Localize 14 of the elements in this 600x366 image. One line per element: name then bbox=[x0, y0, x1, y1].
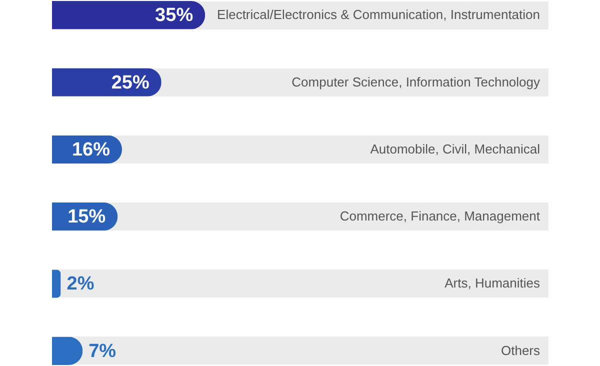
y-tick-label: Computer Science, Information Technology bbox=[292, 74, 540, 90]
data-label: 2% bbox=[66, 274, 94, 295]
data-label: 7% bbox=[88, 340, 116, 362]
y-tick-label: Arts, Humanities bbox=[444, 276, 540, 291]
data-label: 25% bbox=[111, 72, 150, 94]
y-tick-label: Commerce, Finance, Management bbox=[340, 208, 540, 224]
bar bbox=[52, 1, 206, 30]
y-tick-label: Others bbox=[500, 342, 540, 358]
data-label: 15% bbox=[68, 206, 106, 228]
y-tick-label: Automobile, Civil, Mechanical bbox=[370, 141, 540, 156]
bar bbox=[52, 270, 61, 298]
data-label: 35% bbox=[155, 5, 194, 26]
y-tick-label: Electrical/Electronics & Communication, Instrumentation bbox=[217, 7, 540, 22]
data-label: 16% bbox=[72, 139, 110, 160]
